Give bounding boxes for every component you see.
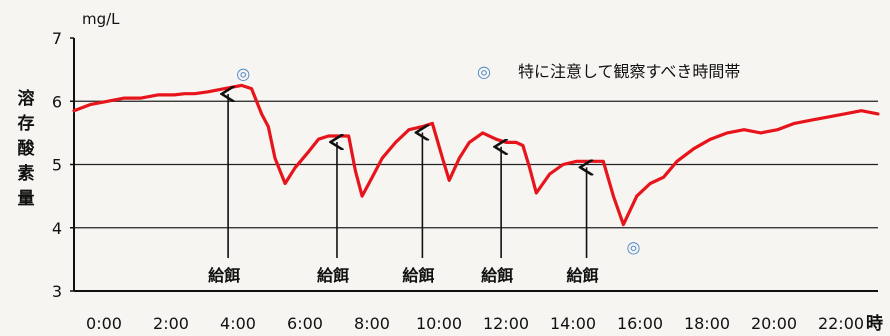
attention-markers: ◎◎ [236, 64, 640, 257]
x-tick-label: 14:00 [550, 314, 596, 333]
y-tick-label: 4 [52, 219, 62, 238]
x-tick-labels: 0:00 2:00 4:00 6:00 8:00 10:00 12:00 14:00 16:00… [86, 314, 864, 333]
y-title-char: 酸 [18, 138, 36, 159]
y-title-char: 溶 [18, 88, 35, 109]
feeding-label: 給餌 [402, 266, 434, 285]
gridlines [74, 100, 878, 229]
y-title-char: 素 [18, 164, 35, 184]
y-tick-label: 6 [52, 92, 62, 111]
dissolved-oxygen-line [72, 83, 880, 227]
attention-marker: ◎ [626, 238, 640, 257]
feeding-label: 給餌 [481, 266, 513, 285]
feeding-label: 給餌 [317, 266, 349, 285]
x-tick-label: 2:00 [153, 314, 189, 333]
y-title-char: 存 [18, 113, 35, 134]
feeding-label: 給餌 [567, 266, 599, 285]
x-tick-label: 6:00 [287, 314, 323, 333]
x-tick-label: 22:00 [818, 314, 864, 333]
y-tick-label: 3 [52, 282, 62, 301]
feeding-label: 給餌 [208, 266, 240, 285]
y-title-char: 量 [18, 188, 35, 209]
y-tick-label: 5 [52, 156, 62, 175]
x-axis-title: 時 [866, 313, 883, 334]
x-tick-label: 12:00 [483, 314, 529, 333]
x-tick-label: 18:00 [684, 314, 730, 333]
legend-symbol: ◎ [477, 62, 491, 81]
x-tick-label: 10:00 [416, 314, 462, 333]
attention-marker: ◎ [236, 64, 250, 83]
x-tick-label: 16:00 [617, 314, 663, 333]
y-unit-label: mg/L [82, 10, 120, 28]
x-tick-label: 0:00 [86, 314, 122, 333]
y-tick-labels: 3 4 5 6 7 [52, 29, 74, 301]
x-tick-label: 4:00 [220, 314, 256, 333]
legend-text: 特に注意して観察すべき時間帯 [518, 62, 740, 81]
feeding-annotations: 給餌 給餌 給餌 給餌 給餌 [208, 94, 599, 285]
y-tick-label: 7 [52, 29, 62, 48]
x-tick-label: 8:00 [354, 314, 390, 333]
x-tick-label: 20:00 [751, 314, 797, 333]
